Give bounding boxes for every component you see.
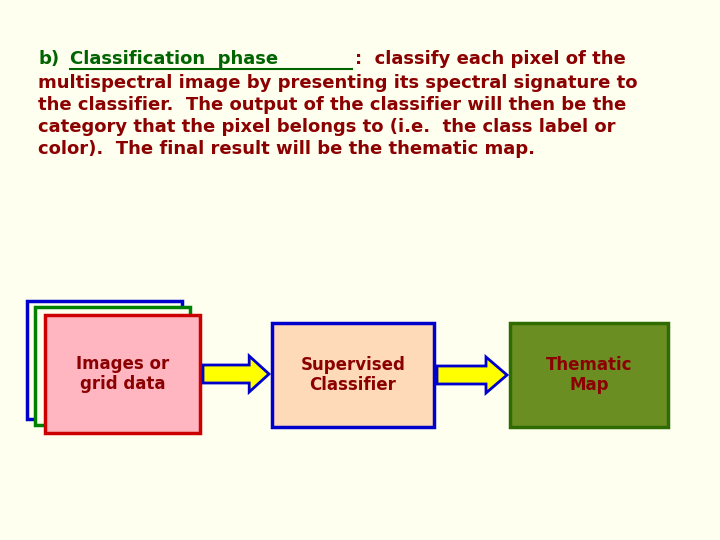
Bar bbox=[35, 307, 190, 425]
Bar bbox=[27, 301, 182, 419]
Bar bbox=[272, 323, 434, 427]
Text: multispectral image by presenting its spectral signature to: multispectral image by presenting its sp… bbox=[38, 74, 637, 92]
FancyArrow shape bbox=[203, 356, 269, 392]
Text: category that the pixel belongs to (i.e.  the class label or: category that the pixel belongs to (i.e.… bbox=[38, 118, 616, 136]
Text: Thematic
Map: Thematic Map bbox=[546, 356, 632, 394]
Text: Classification  phase: Classification phase bbox=[70, 50, 278, 68]
Text: b): b) bbox=[38, 50, 59, 68]
Text: :  classify each pixel of the: : classify each pixel of the bbox=[355, 50, 626, 68]
Bar bbox=[510, 323, 668, 427]
Text: Images or
grid data: Images or grid data bbox=[76, 355, 169, 394]
FancyArrow shape bbox=[437, 357, 507, 393]
Bar bbox=[45, 315, 200, 433]
Text: color).  The final result will be the thematic map.: color). The final result will be the the… bbox=[38, 140, 535, 158]
Text: Supervised
Classifier: Supervised Classifier bbox=[300, 356, 405, 394]
Text: the classifier.  The output of the classifier will then be the: the classifier. The output of the classi… bbox=[38, 96, 626, 114]
